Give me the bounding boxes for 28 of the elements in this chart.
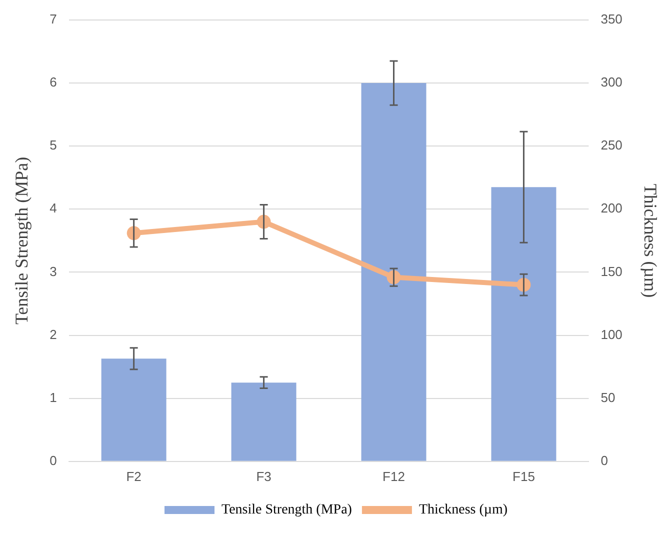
legend-label: Tensile Strength (MPa) (222, 502, 352, 518)
legend-label: Thickness (µm) (418, 502, 508, 518)
y2-tick-label: 0 (600, 452, 608, 468)
x-tick-label: F2 (126, 468, 142, 484)
y2-tick-label: 150 (600, 264, 622, 279)
y-axis-title: Tensile Strength (MPa) (12, 156, 32, 325)
y2-tick-label: 50 (600, 390, 616, 405)
y2-tick-label: 250 (600, 138, 622, 153)
bar (231, 382, 296, 461)
bar (491, 187, 556, 461)
x-tick-label: F3 (256, 468, 272, 484)
y2-tick-label: 100 (600, 326, 622, 342)
y2-axis-title: Thickness (µm) (640, 184, 660, 298)
x-tick-label: F15 (512, 468, 535, 484)
y2-tick-label: 200 (600, 200, 622, 216)
y-tick-label: 4 (50, 200, 57, 216)
bar (101, 358, 166, 461)
y-tick-label: 6 (50, 74, 57, 90)
y2-tick-label: 300 (600, 74, 622, 90)
y-tick-label: 7 (50, 12, 57, 27)
bar (361, 83, 426, 461)
y-tick-label: 0 (50, 452, 57, 468)
y-tick-label: 1 (50, 390, 57, 405)
x-tick-label: F12 (382, 468, 405, 484)
y-tick-label: 5 (50, 138, 57, 153)
y2-tick-label: 350 (600, 12, 622, 27)
y-tick-label: 2 (50, 326, 57, 342)
y-tick-label: 3 (50, 264, 57, 279)
